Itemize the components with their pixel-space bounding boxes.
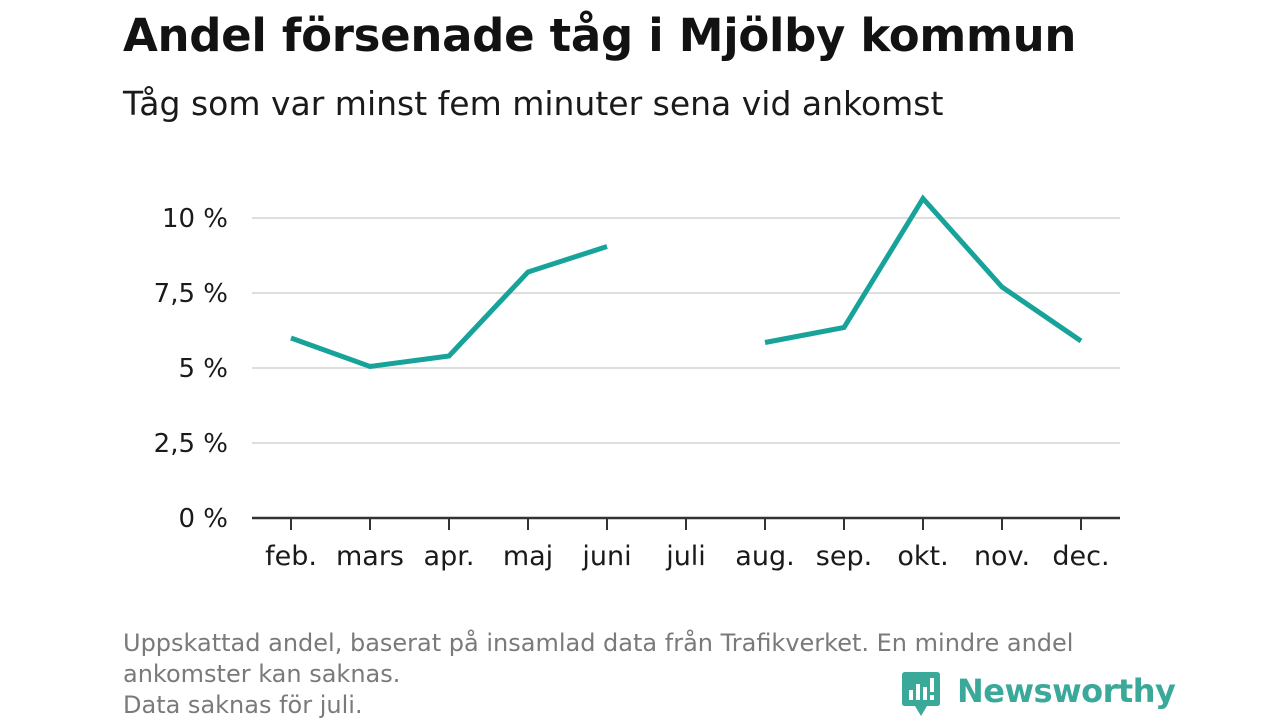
x-tick-label: juni <box>581 541 631 572</box>
x-tick-label: juli <box>665 541 706 572</box>
footnote-line-1: Uppskattad andel, baserat på insamlad da… <box>123 629 1074 657</box>
x-axis-tick-labels: feb. mars apr. maj juni juli aug. sep. okt. nov. d… <box>265 541 1110 572</box>
brand-logo: Newsworthy <box>901 670 1176 720</box>
x-tick-label: nov. <box>974 541 1030 572</box>
y-axis-tick-labels: 0 % 2,5 % 5 % 7,5 % 10 % <box>154 204 228 534</box>
x-tick-label: dec. <box>1052 541 1109 572</box>
gridlines <box>252 217 1120 444</box>
x-tick-label: sep. <box>816 541 872 572</box>
x-tick-label: apr. <box>424 541 475 572</box>
x-tick-label: feb. <box>265 541 317 572</box>
chart-subtitle: Tåg som var minst fem minuter sena vid a… <box>123 84 944 123</box>
x-tick-label: maj <box>503 541 553 572</box>
y-tick-label: 5 % <box>178 354 228 384</box>
x-axis <box>252 516 1120 530</box>
x-tick-label: aug. <box>735 541 794 572</box>
footnote: Uppskattad andel, baserat på insamlad da… <box>123 628 1163 721</box>
footnote-line-3: Data saknas för juli. <box>123 691 363 719</box>
series-line-segment <box>290 244 608 370</box>
series-lines <box>290 194 1083 370</box>
footnote-line-2: ankomster kan saknas. <box>123 660 401 688</box>
chart-title: Andel försenade tåg i Mjölby kommun <box>123 9 1077 62</box>
brand-name: Newsworthy <box>957 672 1176 710</box>
y-tick-label: 7,5 % <box>154 279 228 309</box>
line-chart: 0 % 2,5 % 5 % 7,5 % 10 % feb. mars apr. maj juni… <box>154 194 1120 572</box>
y-tick-label: 2,5 % <box>154 429 228 459</box>
newsworthy-logo-icon <box>902 672 940 716</box>
x-tick-label: mars <box>336 541 404 572</box>
series-line-segment <box>764 194 1083 345</box>
x-tick-label: okt. <box>897 541 948 572</box>
y-tick-label: 10 % <box>162 204 228 234</box>
y-tick-label: 0 % <box>178 504 228 534</box>
